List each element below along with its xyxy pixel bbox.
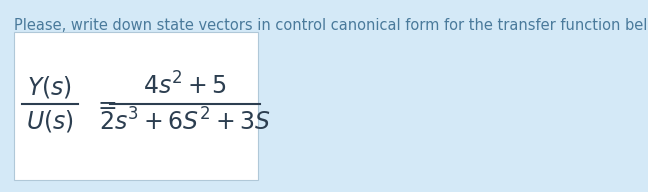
- Text: $=$: $=$: [93, 92, 117, 116]
- Bar: [14, 32, 258, 180]
- Text: Please, write down state vectors in control canonical form for the transfer func: Please, write down state vectors in cont…: [14, 18, 648, 33]
- Text: $4s^2 + 5$: $4s^2 + 5$: [143, 73, 227, 100]
- Text: $2s^3 + 6S^2 + 3S$: $2s^3 + 6S^2 + 3S$: [99, 108, 271, 135]
- Text: $\it{U}(\it{s})$: $\it{U}(\it{s})$: [26, 108, 74, 134]
- Text: $\it{Y}(\it{s})$: $\it{Y}(\it{s})$: [27, 74, 73, 100]
